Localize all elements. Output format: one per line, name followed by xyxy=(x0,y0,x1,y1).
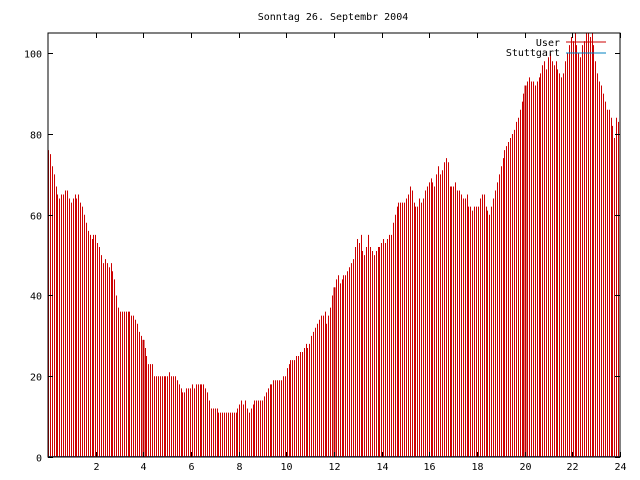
x-tick-label: 16 xyxy=(423,462,435,473)
y-tick-label: 80 xyxy=(30,131,42,142)
y-tick-label: 40 xyxy=(30,292,42,303)
x-tick-label: 2 xyxy=(93,462,99,473)
y-tick-label: 60 xyxy=(30,212,42,223)
x-tick-label: 24 xyxy=(614,462,626,473)
x-tick-label: 8 xyxy=(236,462,242,473)
x-tick-label: 18 xyxy=(471,462,483,473)
x-tick-label: 22 xyxy=(566,462,578,473)
x-tick-label: 10 xyxy=(280,462,292,473)
plot-frame xyxy=(47,32,621,458)
bars-group xyxy=(48,33,620,457)
x-tick-label: 14 xyxy=(376,462,388,473)
legend: User Stuttgart xyxy=(506,38,606,59)
y-tick-label: 100 xyxy=(24,50,42,61)
x-tick-label: 6 xyxy=(188,462,194,473)
y-tick-label: 20 xyxy=(30,373,42,384)
legend-label-user: User xyxy=(536,38,560,49)
legend-label-stuttgart: Stuttgart xyxy=(506,48,560,59)
chart-title: Sonntag 26. Septembr 2004 xyxy=(258,12,409,23)
x-tick-label: 12 xyxy=(328,462,340,473)
x-tick-label: 4 xyxy=(140,462,146,473)
x-tick-label: 20 xyxy=(519,462,531,473)
x-axis: 2 4 6 8 10 12 14 16 18 20 22 24 xyxy=(93,33,627,473)
y-tick-label: 0 xyxy=(36,454,42,465)
